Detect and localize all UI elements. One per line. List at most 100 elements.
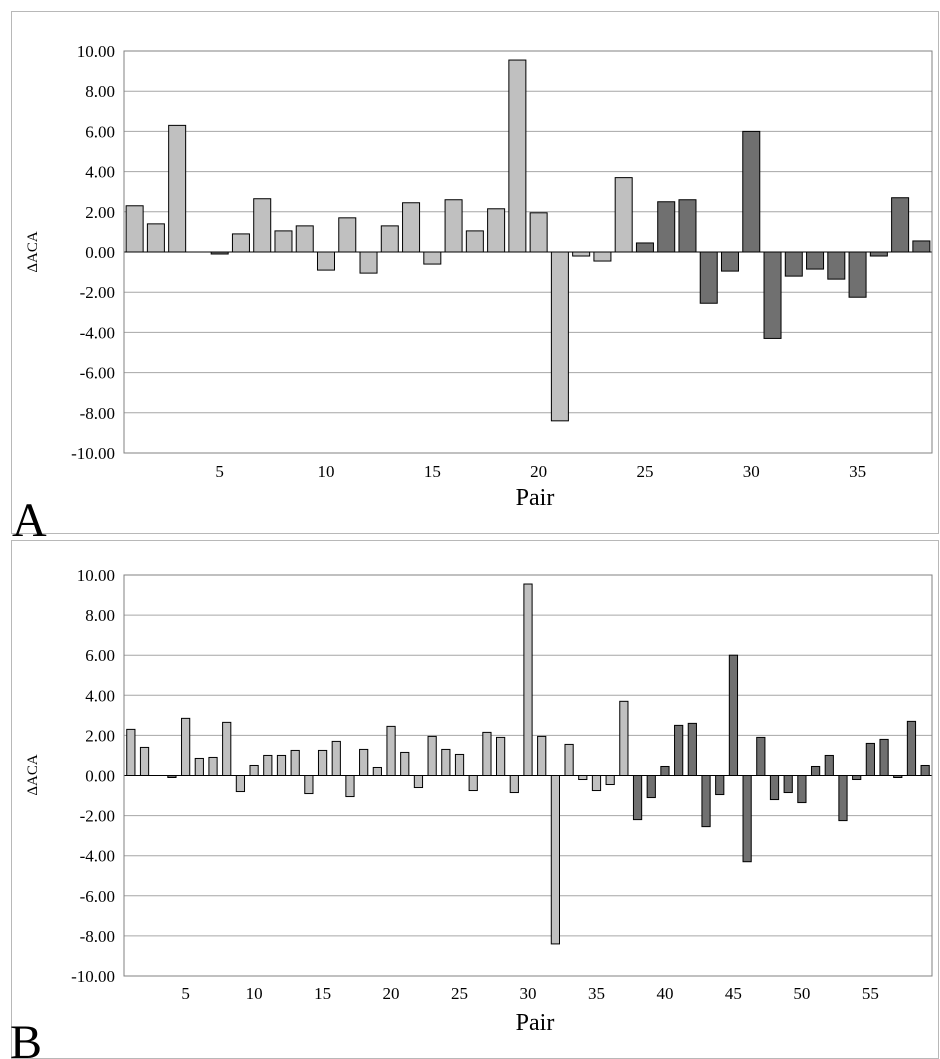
- x-tick-label-b-4: 25: [451, 984, 468, 1003]
- x-tick-label-b-10: 55: [862, 984, 879, 1003]
- bar-b-pair-14: [304, 775, 314, 795]
- panel-a-gridlines: [124, 50, 932, 414]
- bar-b-pair-48: [769, 775, 780, 801]
- bar-b-pair-4: [167, 775, 177, 778]
- bar-b-pair-34: [578, 775, 588, 781]
- y-tick-label-a-4: 2.00: [85, 203, 115, 222]
- bar-a-pair-5: [210, 251, 229, 255]
- panel-a-x-tick-labels: 5 10 15 20 25 30 35: [215, 462, 866, 481]
- x-tick-label-b-9: 50: [793, 984, 810, 1003]
- bar-b-pair-40: [660, 765, 670, 776]
- bar-b-pair-17: [345, 775, 355, 798]
- bar-a-pair-20: [529, 212, 548, 253]
- panel-b-y-axis-title: ΔACA: [25, 754, 41, 795]
- y-tick-label-b-9: -8.00: [80, 927, 115, 946]
- bar-b-pair-21: [400, 751, 410, 777]
- x-tick-label-a-5: 30: [743, 462, 760, 481]
- bar-b-pair-36: [605, 775, 615, 786]
- bar-b-pair-16: [331, 740, 341, 776]
- y-tick-label-a-6: -2.00: [80, 283, 115, 302]
- bar-a-pair-32: [784, 251, 803, 277]
- bar-a-pair-31: [763, 251, 782, 339]
- bar-a-pair-25: [635, 242, 654, 253]
- bar-a-pair-37: [891, 197, 910, 253]
- bar-b-pair-6: [194, 757, 204, 777]
- x-tick-label-a-4: 25: [636, 462, 653, 481]
- bar-a-pair-15: [423, 251, 442, 265]
- panel-b-chart: 10.00 8.00 6.00 4.00 2.00 0.00 -2.00 -4.00 -6.00…: [10, 566, 933, 1059]
- bar-a-pair-27: [678, 199, 697, 253]
- x-tick-label-b-8: 45: [725, 984, 742, 1003]
- bar-b-pair-57: [893, 775, 903, 778]
- panel-a-y-axis-title: ΔACA: [25, 231, 41, 272]
- bar-a-pair-13: [380, 225, 399, 253]
- bar-b-pair-28: [496, 736, 506, 777]
- bar-b-pair-49: [783, 775, 793, 794]
- y-tick-label-b-8: -6.00: [80, 887, 115, 906]
- bar-b-pair-11: [263, 754, 273, 777]
- x-tick-label-a-3: 20: [530, 462, 547, 481]
- x-tick-label-b-1: 10: [246, 984, 263, 1003]
- bar-b-pair-25: [454, 753, 465, 777]
- y-tick-label-b-0: 10.00: [77, 566, 115, 585]
- panel-a-bars: [125, 59, 931, 422]
- bar-a-pair-10: [316, 251, 335, 271]
- x-tick-label-b-3: 20: [383, 984, 400, 1003]
- bar-b-pair-24: [441, 748, 451, 776]
- plot-area-b: [123, 574, 933, 977]
- bar-a-pair-30: [742, 130, 761, 253]
- y-tick-label-b-1: 8.00: [85, 606, 115, 625]
- bar-b-pair-12: [276, 754, 287, 777]
- bar-b-pair-54: [852, 775, 862, 781]
- y-tick-label-a-10: -10.00: [71, 444, 115, 463]
- bar-b-pair-59: [920, 764, 930, 776]
- bar-b-pair-44: [715, 775, 725, 796]
- bar-b-pair-29: [509, 775, 519, 794]
- bar-b-pair-43: [701, 775, 711, 828]
- bar-b-pair-46: [742, 775, 752, 863]
- panel-b-x-axis-title: Pair: [516, 1010, 555, 1036]
- bar-b-pair-37: [619, 700, 629, 777]
- bar-b-pair-23: [427, 735, 437, 777]
- bar-b-pair-31: [537, 735, 547, 777]
- x-tick-label-b-2: 15: [314, 984, 331, 1003]
- bar-b-pair-22: [413, 775, 424, 789]
- bar-b-pair-55: [865, 742, 875, 776]
- panel-b-y-tick-labels: 10.00 8.00 6.00 4.00 2.00 0.00 -2.00 -4.00 -6.00…: [71, 566, 115, 986]
- bar-a-pair-12: [359, 251, 378, 274]
- y-tick-label-b-5: 0.00: [85, 767, 115, 786]
- bar-a-pair-17: [465, 230, 484, 253]
- bar-b-pair-39: [646, 775, 656, 799]
- bar-b-pair-18: [359, 748, 369, 776]
- panel-a-label: A: [12, 494, 47, 547]
- bar-a-pair-23: [593, 251, 612, 262]
- bar-b-pair-51: [810, 765, 821, 776]
- panel-a-y-tick-labels: 10.00 8.00 6.00 4.00 2.00 0.00 -2.00 -4.00 -6.00…: [71, 42, 115, 463]
- bar-a-pair-22: [572, 251, 591, 257]
- y-tick-label-a-0: 10.00: [77, 42, 115, 61]
- y-tick-label-b-10: -10.00: [71, 967, 115, 986]
- bar-b-pair-53: [838, 775, 848, 822]
- y-tick-label-b-3: 4.00: [85, 686, 115, 705]
- bar-a-pair-38: [912, 240, 931, 253]
- y-tick-label-b-7: -4.00: [80, 847, 115, 866]
- panel-a-frame: [11, 11, 939, 534]
- y-tick-label-b-4: 2.00: [85, 726, 115, 745]
- panel-a-x-axis-title: Pair: [516, 485, 555, 511]
- bar-a-pair-3: [168, 124, 187, 253]
- y-tick-label-a-3: 4.00: [85, 163, 115, 182]
- y-tick-label-a-2: 6.00: [85, 122, 115, 141]
- x-tick-label-b-7: 40: [656, 984, 673, 1003]
- bar-b-pair-1: [126, 728, 136, 777]
- bar-b-pair-52: [824, 754, 834, 777]
- bar-a-pair-18: [487, 208, 506, 253]
- y-tick-label-a-7: -4.00: [80, 323, 115, 342]
- bar-b-pair-5: [181, 717, 191, 776]
- bar-b-pair-7: [208, 756, 218, 777]
- bar-a-pair-34: [827, 251, 846, 280]
- bar-a-pair-33: [806, 251, 825, 270]
- bar-b-pair-13: [290, 749, 300, 777]
- bar-a-pair-28: [699, 251, 718, 304]
- bar-b-pair-26: [468, 775, 478, 792]
